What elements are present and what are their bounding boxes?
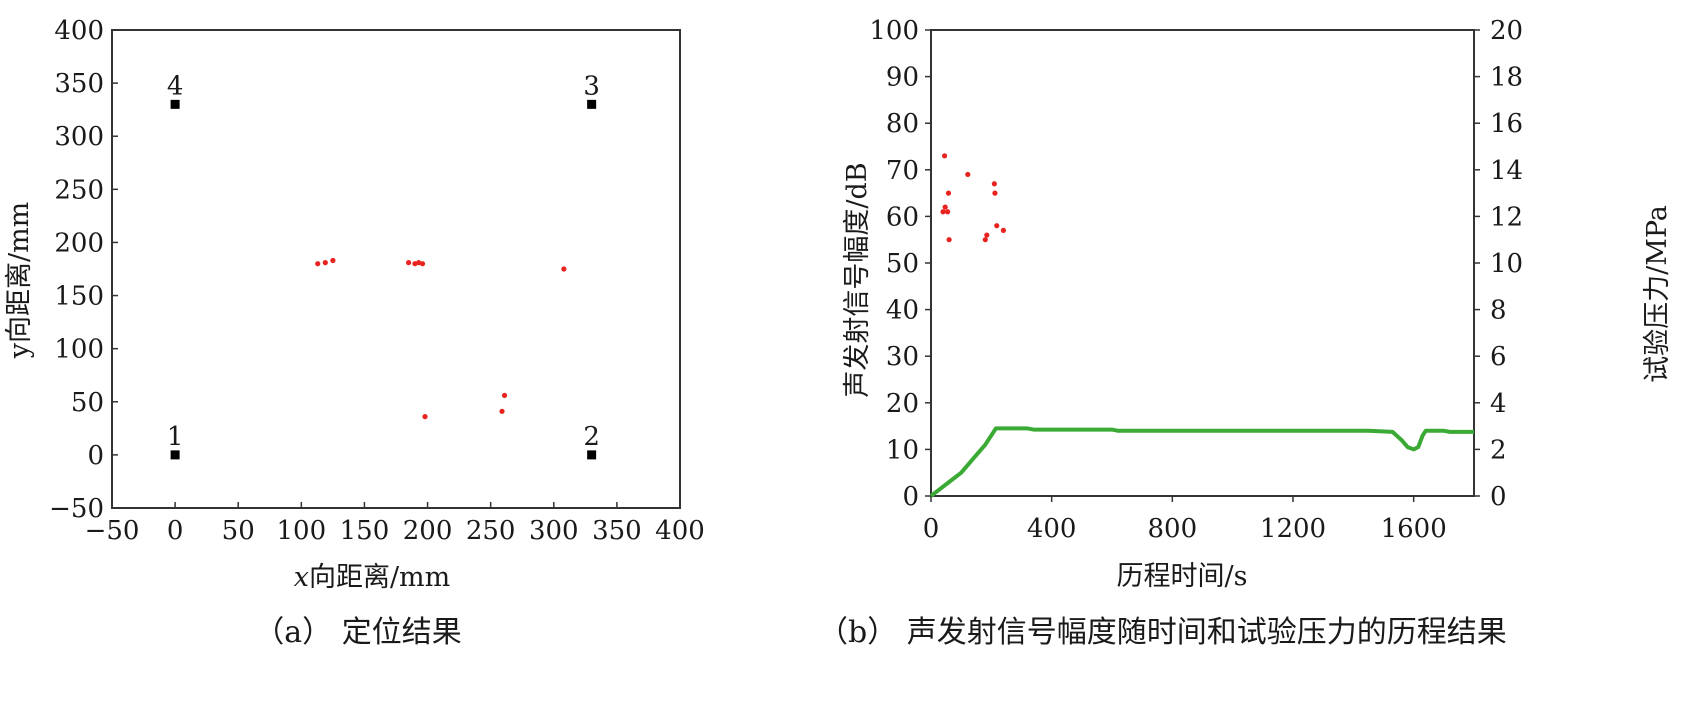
chart-a-event-point: [419, 261, 426, 267]
chart-a-sensor-marker: [587, 450, 597, 460]
chart-b-left-y-tick-label: 80: [886, 109, 919, 139]
chart-a-sensor-marker: [170, 450, 180, 460]
chart-b-amplitude-point: [991, 181, 997, 187]
chart-a-x-tick-label: 0: [167, 516, 184, 546]
chart-a-x-tick-label: 250: [466, 516, 516, 546]
chart-a-sensor-label: 2: [583, 422, 600, 452]
chart-b-right-y-axis-title: 试验压力/MPa: [1642, 205, 1673, 383]
chart-a-y-tick-label: 150: [54, 282, 104, 312]
chart-a-x-axis-title: x向距离/mm: [294, 562, 451, 593]
chart-b-right-y-tick-label: 6: [1490, 342, 1507, 372]
chart-b-right-y-tick-label: 18: [1490, 63, 1523, 93]
chart-b-right-y-tick-label: 20: [1490, 16, 1523, 46]
chart-a-y-tick-label: 50: [71, 388, 104, 418]
chart-b-amplitude-point: [941, 153, 948, 159]
chart-a-y-axis-title: y向距离/mm: [4, 202, 35, 360]
chart-a-y-tick-label: 200: [54, 228, 104, 258]
chart-b-amplitude-point: [942, 204, 948, 210]
chart-a-y-tick-label: 100: [54, 335, 104, 365]
chart-b-left-y-tick-label: 90: [886, 63, 919, 93]
chart-b-amplitude-point: [1000, 227, 1007, 233]
chart-b-left-y-tick-label: 40: [886, 296, 919, 326]
chart-b-left-y-tick-label: 10: [886, 435, 919, 465]
chart-a-x-tick-label: 300: [529, 516, 579, 546]
chart-a-y-ticks: −50 0 50 100 150 200 250 300 350 400: [49, 16, 118, 524]
chart-b-amplitude-point: [946, 237, 952, 243]
chart-b-left-y-axis-title: 声发射信号幅度/dB: [842, 162, 873, 397]
chart-b-caption: （b） 声发射信号幅度随时间和试验压力的历程结果: [818, 615, 1507, 650]
chart-b-left-y-tick-label: 100: [869, 16, 919, 46]
chart-b-x-tick-label: 0: [923, 514, 940, 544]
chart-b-left-y-ticks: 0 10 20 30 40 50 60 70 80 90 100: [869, 16, 931, 512]
chart-a-y-tick-label: 300: [54, 122, 104, 152]
chart-b-right-y-tick-label: 14: [1490, 156, 1523, 186]
chart-b-pressure-line: [929, 426, 1474, 498]
chart-a-y-tick-label: 400: [54, 16, 104, 46]
chart-b-right-y-tick-label: 16: [1490, 109, 1523, 139]
chart-b-left-y-tick-label: 0: [902, 482, 919, 512]
chart-b-x-tick-label: 400: [1027, 514, 1077, 544]
chart-a-event-point: [501, 392, 508, 399]
chart-b-x-tick-label: 1600: [1381, 514, 1447, 544]
chart-b-left-y-tick-label: 20: [886, 389, 919, 419]
chart-b-amplitude-point: [945, 190, 952, 196]
chart-a-x-tick-label: 400: [655, 516, 705, 546]
chart-a-sensors: 1 2 3 4: [167, 71, 600, 460]
chart-a-y-tick-label: 350: [54, 69, 104, 99]
chart-b-amplitude-point: [984, 232, 990, 238]
chart-b-right-y-tick-label: 4: [1490, 389, 1507, 419]
chart-a-caption: （a） 定位结果: [254, 615, 461, 650]
chart-a-x-tick-label: 200: [403, 516, 453, 546]
chart-b-amplitude-point: [982, 237, 988, 243]
chart-b-right-y-tick-label: 0: [1490, 482, 1507, 512]
chart-b-amplitude-point: [992, 190, 998, 196]
chart-b-x-tick-label: 1200: [1260, 514, 1326, 544]
chart-a-plot-frame: [111, 29, 681, 509]
chart-b-right-y-ticks: 0 2 4 6 8 10 12 14 16 18 20: [1474, 16, 1523, 512]
chart-a-y-tick-label: 250: [54, 175, 104, 205]
chart-b-amplitude-point: [940, 209, 946, 215]
chart-b-left-y-tick-label: 60: [886, 202, 919, 232]
chart-a-y-tick-label: 0: [87, 441, 104, 471]
chart-a-event-point: [499, 408, 505, 414]
chart-a-sensor-label: 1: [167, 422, 184, 452]
chart-b-x-axis-title: 历程时间/s: [1117, 561, 1248, 592]
chart-b-amplitude-series: [940, 153, 1007, 243]
chart-b-x-ticks: 0 400 800 1200 1600: [923, 496, 1447, 544]
chart-a-event-point: [561, 266, 567, 272]
chart-a-x-tick-label: 50: [222, 516, 255, 546]
chart-a-x-tick-label: 150: [340, 516, 390, 546]
chart-a-x-ticks: −50 0 50 100 150 200 250 300 350 400: [85, 502, 705, 546]
chart-a-sensor-marker: [170, 99, 180, 109]
chart-a-sensor-marker: [587, 99, 597, 109]
chart-a-sensor-label: 4: [167, 71, 184, 101]
chart-a-event-point: [315, 261, 321, 267]
chart-b-right-y-tick-label: 2: [1490, 435, 1507, 465]
chart-a-x-tick-label: 100: [277, 516, 327, 546]
chart-a-sensor-label: 3: [583, 71, 600, 101]
chart-b-left-y-tick-label: 30: [886, 342, 919, 372]
chart-a-event-point: [422, 414, 428, 420]
chart-a-event-point: [322, 260, 328, 266]
chart-b-left-y-tick-label: 50: [886, 249, 919, 279]
chart-b-right-y-tick-label: 8: [1490, 296, 1507, 326]
chart-b-left-y-tick-label: 70: [886, 156, 919, 186]
chart-b-amplitude-point: [994, 223, 1000, 229]
chart-b-right-y-tick-label: 12: [1490, 202, 1523, 232]
chart-b-plot-frame: [930, 29, 1475, 497]
chart-b-right-y-tick-label: 10: [1490, 249, 1523, 279]
chart-a-x-tick-label: −50: [85, 516, 140, 546]
chart-a-location-result: −50 0 50 100 150 200 250 300 350 400 −50 0 50 100 150…: [4, 16, 705, 650]
chart-b-amplitude-point: [944, 209, 951, 215]
chart-b-amplitude-point: [965, 171, 971, 178]
chart-b-x-tick-label: 800: [1148, 514, 1198, 544]
chart-a-y-tick-label: −50: [49, 494, 104, 524]
chart-a-events: [315, 257, 567, 420]
chart-a-event-point: [406, 260, 412, 266]
chart-b-pressure-series: [929, 426, 1474, 498]
chart-a-x-tick-label: 350: [592, 516, 642, 546]
chart-a-event-point: [330, 257, 336, 264]
